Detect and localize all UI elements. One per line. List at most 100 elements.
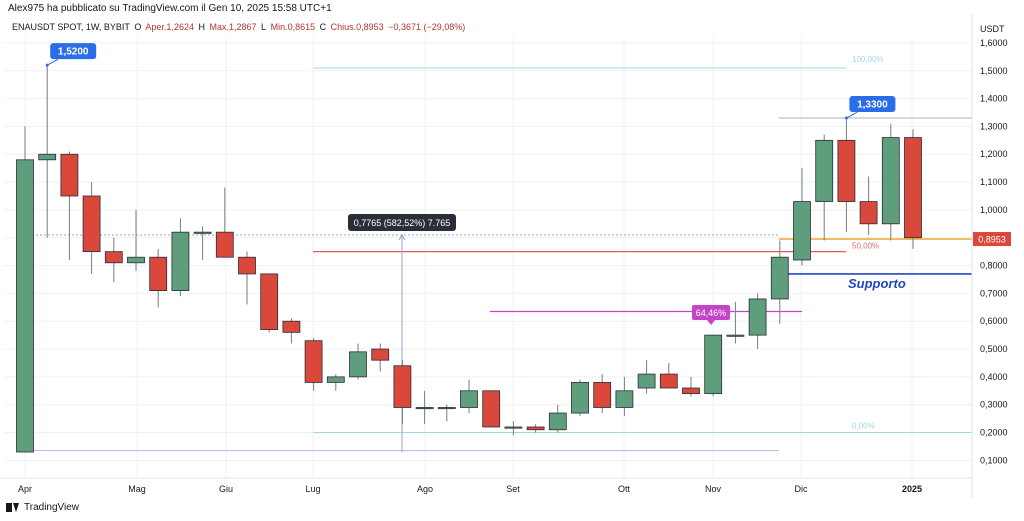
measure-label: 0,7765 (582,52%) 7.765 xyxy=(354,218,451,228)
candle[interactable] xyxy=(659,362,678,389)
low-value: Min.0,8615 xyxy=(270,22,316,32)
candle[interactable] xyxy=(16,126,34,453)
support-label: Supporto xyxy=(848,276,906,291)
price-tick-label: 0,1000 xyxy=(980,455,1008,465)
price-axis[interactable]: USDT 0,1000 0,2000 0,3000 0,4000 0,5000 0,6000… xyxy=(971,14,1011,498)
open-label: O xyxy=(134,22,142,32)
price-tick-label: 1,6000 xyxy=(980,38,1008,48)
candle[interactable] xyxy=(127,209,145,272)
candle-body-bearish xyxy=(837,139,856,202)
price-tick-label: 1,2000 xyxy=(980,149,1008,159)
candle[interactable] xyxy=(904,129,922,249)
candle[interactable] xyxy=(571,379,589,416)
tradingview-logo[interactable]: TradingView xyxy=(6,502,79,513)
candle-body-bearish xyxy=(104,251,123,264)
candle-body-bullish xyxy=(793,201,811,261)
candle-body-bullish xyxy=(16,159,34,453)
time-tick-label: Dic xyxy=(795,484,808,494)
candle[interactable] xyxy=(149,248,168,308)
callout-anchor-dot xyxy=(45,63,49,67)
candle[interactable] xyxy=(593,374,612,414)
candle-body-bearish xyxy=(60,153,79,197)
time-tick-label: Mag xyxy=(128,484,146,494)
candle[interactable] xyxy=(837,118,856,233)
time-axis[interactable]: Apr Mag Giu Lug Ago Set Ott Nov Dic 2025 xyxy=(0,477,972,494)
candle[interactable] xyxy=(371,343,390,372)
candle[interactable] xyxy=(82,182,101,274)
price-tick-label: 0,8000 xyxy=(980,261,1008,271)
candle[interactable] xyxy=(437,404,456,422)
price-callout: 1,3300 xyxy=(844,96,896,120)
candle[interactable] xyxy=(104,237,123,283)
candle[interactable] xyxy=(793,168,811,266)
candle[interactable] xyxy=(770,240,789,325)
candle-body-bullish xyxy=(615,390,634,408)
candlesticks[interactable] xyxy=(16,65,922,453)
price-tick-label: 1,4000 xyxy=(980,94,1008,104)
time-tick-label: Giu xyxy=(219,484,233,494)
candle-body-bearish xyxy=(304,340,323,383)
candle[interactable] xyxy=(38,65,57,238)
candle[interactable] xyxy=(460,379,478,414)
price-tick-label: 1,0000 xyxy=(980,205,1008,215)
candle[interactable] xyxy=(615,376,634,416)
callout-box xyxy=(849,96,896,113)
measure-box xyxy=(348,214,456,231)
candle[interactable] xyxy=(748,293,767,350)
candle-body-bearish xyxy=(149,256,168,292)
price-tick-label: 0,2000 xyxy=(980,428,1008,438)
price-tick-label: 1,1000 xyxy=(980,177,1008,187)
candle[interactable] xyxy=(60,151,79,260)
candle[interactable] xyxy=(260,273,279,333)
purple-percent-bg xyxy=(692,305,730,320)
candle-body-bullish xyxy=(326,376,345,383)
candle-body-bullish xyxy=(548,412,567,431)
candle[interactable] xyxy=(215,187,234,258)
time-tick-label: Ott xyxy=(618,484,631,494)
price-tick-label: 0,6000 xyxy=(980,316,1008,326)
price-tick-label: 0,4000 xyxy=(980,372,1008,382)
candle[interactable] xyxy=(526,424,545,433)
candle[interactable] xyxy=(482,390,501,428)
candle[interactable] xyxy=(282,318,301,344)
high-label: H xyxy=(198,22,205,32)
tradingview-icon xyxy=(6,503,20,512)
candle-body-bearish xyxy=(659,373,678,389)
candle[interactable] xyxy=(637,360,656,394)
candle[interactable] xyxy=(859,176,878,235)
candle[interactable] xyxy=(349,343,367,380)
candle-body-bearish xyxy=(526,426,545,431)
time-tick-label: 2025 xyxy=(902,484,922,494)
symbol-ohlc-line: ENAUSDT SPOT, 1W, BYBIT O Aper.1,2624 H … xyxy=(12,22,467,32)
candle-body-bearish xyxy=(260,273,279,330)
price-tick-label: 1,5000 xyxy=(980,66,1008,76)
tradingview-brand-text: TradingView xyxy=(24,502,80,513)
current-price-tag-bg xyxy=(973,232,1011,247)
candle[interactable] xyxy=(415,390,434,425)
candle[interactable] xyxy=(393,360,412,425)
candle[interactable] xyxy=(881,123,900,241)
purple-percent-pointer xyxy=(707,320,715,325)
candle-body-bullish xyxy=(437,407,456,410)
candle[interactable] xyxy=(726,301,745,344)
candle-body-bullish xyxy=(460,390,478,408)
candle[interactable] xyxy=(193,226,212,260)
candle[interactable] xyxy=(171,218,190,297)
candle[interactable] xyxy=(504,421,523,436)
current-price-tag-label: 0,8953 xyxy=(978,235,1006,245)
candle[interactable] xyxy=(815,134,834,241)
candle[interactable] xyxy=(548,404,567,433)
candle[interactable] xyxy=(704,334,723,397)
candle-body-bearish xyxy=(593,382,612,408)
candle-body-bearish xyxy=(238,256,256,275)
candle[interactable] xyxy=(304,337,323,391)
candle[interactable] xyxy=(326,374,345,391)
candle[interactable] xyxy=(682,376,700,397)
candle-body-bullish xyxy=(171,231,190,292)
close-label: C xyxy=(319,22,327,32)
candle-body-bearish xyxy=(904,137,922,239)
candle[interactable] xyxy=(238,251,256,305)
current-price-tag[interactable]: 0,8953 xyxy=(973,232,1011,247)
candle-body-bearish xyxy=(393,365,412,408)
